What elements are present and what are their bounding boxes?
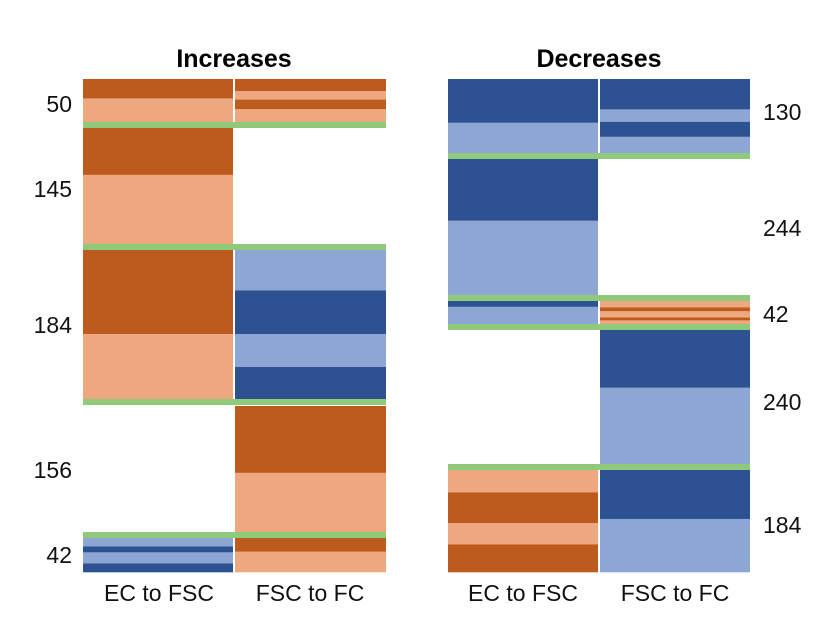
decreases-group-separator-3 xyxy=(448,464,750,470)
decreases-group2-col0-segment-0 xyxy=(448,301,598,308)
decreases-group2-col0-segment-1 xyxy=(448,306,598,325)
decreases-group4-col0-segment-3 xyxy=(448,544,598,573)
increases-column-divider xyxy=(233,79,235,572)
decreases-group2-col1-segment-0 xyxy=(600,301,750,308)
decreases-count-label-0: 130 xyxy=(763,99,801,125)
increases-col-label-1: FSC to FC xyxy=(256,580,365,606)
increases-group2-col0-segment-0 xyxy=(83,250,234,335)
increases-group0-col1-segment-2 xyxy=(235,99,386,110)
increases-group2-col1-segment-0 xyxy=(235,250,386,291)
decreases-group4-col1-segment-0 xyxy=(600,470,750,520)
increases-group0-col0-segment-0 xyxy=(83,79,234,99)
decreases-group3-col1-segment-0 xyxy=(600,330,750,388)
increases-count-label-1: 145 xyxy=(34,176,72,202)
decreases-col-label-0: EC to FSC xyxy=(468,580,578,606)
decreases-count-label-2: 42 xyxy=(763,301,789,327)
increases-group-separator-2 xyxy=(83,399,386,405)
decreases-group2-col1-segment-1 xyxy=(600,307,750,312)
increases-col-label-0: EC to FSC xyxy=(104,580,214,606)
increases-group2-col1-segment-1 xyxy=(235,290,386,335)
increases-group0-col1-segment-0 xyxy=(235,79,386,92)
increases-count-label-0: 50 xyxy=(46,91,72,117)
increases-group-separator-1 xyxy=(83,244,386,250)
increases-group0-col0-segment-1 xyxy=(83,98,234,123)
increases-title: Increases xyxy=(176,45,291,73)
increases-group0-col1-segment-3 xyxy=(235,109,386,123)
decreases-group0-col1-segment-2 xyxy=(600,121,750,138)
increases-group-separator-3 xyxy=(83,532,386,538)
heatmap-marks: 50 145 184 156 42 130 244 42 240 184 xyxy=(34,79,802,573)
increases-group1-col0-segment-0 xyxy=(83,128,234,176)
decreases-group-separator-0 xyxy=(448,153,750,159)
increases-count-label-2: 184 xyxy=(34,312,73,338)
decreases-group0-col0-segment-1 xyxy=(448,122,598,154)
decreases-group1-col0-segment-1 xyxy=(448,220,598,297)
decreases-group3-col1-segment-1 xyxy=(600,387,750,465)
decreases-group0-col1-segment-1 xyxy=(600,109,750,123)
decreases-col-label-1: FSC to FC xyxy=(621,580,730,606)
increases-group4-col0-segment-0 xyxy=(83,538,234,547)
increases-count-label-3: 156 xyxy=(34,457,72,483)
decreases-group4-col1-segment-1 xyxy=(600,518,750,573)
decreases-group0-col1-segment-3 xyxy=(600,136,750,154)
increases-group2-col1-segment-3 xyxy=(235,367,386,401)
increases-group4-col1-segment-1 xyxy=(235,551,386,573)
decreases-group1-col0-segment-0 xyxy=(448,159,598,221)
decreases-count-label-1: 244 xyxy=(763,215,802,241)
decreases-group4-col0-segment-2 xyxy=(448,523,598,545)
decreases-count-label-3: 240 xyxy=(763,389,801,415)
decreases-count-label-4: 184 xyxy=(763,512,802,538)
decreases-group2-col1-segment-4 xyxy=(600,320,750,325)
increases-group4-col1-segment-0 xyxy=(235,538,386,552)
decreases-group-separator-1 xyxy=(448,295,750,301)
decreases-title: Decreases xyxy=(536,45,661,73)
decreases-group0-col1-segment-0 xyxy=(600,79,750,110)
increases-count-label-4: 42 xyxy=(46,542,72,568)
decreases-group0-col0-segment-0 xyxy=(448,79,598,123)
increases-group4-col0-segment-2 xyxy=(83,552,234,564)
increases-group2-col0-segment-1 xyxy=(83,334,234,401)
increases-group1-col0-segment-1 xyxy=(83,174,234,246)
increases-group4-col0-segment-1 xyxy=(83,546,234,553)
increases-group3-col1-segment-0 xyxy=(235,406,386,474)
decreases-group4-col0-segment-0 xyxy=(448,470,598,493)
decreases-group2-col1-segment-2 xyxy=(600,311,750,318)
decreases-group2-col1-segment-3 xyxy=(600,317,750,321)
decreases-group4-col0-segment-1 xyxy=(448,492,598,524)
increases-group4-col0-segment-3 xyxy=(83,563,234,573)
increases-group0-col1-segment-1 xyxy=(235,91,386,100)
increases-group3-col1-segment-1 xyxy=(235,472,386,533)
increases-group2-col1-segment-2 xyxy=(235,334,386,368)
decreases-group-separator-2 xyxy=(448,324,750,330)
increases-group-separator-0 xyxy=(83,122,386,128)
